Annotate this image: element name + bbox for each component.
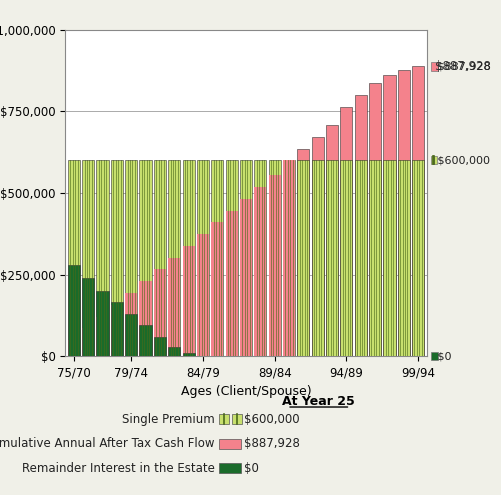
Bar bbox=[354, 160, 366, 356]
Text: $0: $0 bbox=[244, 462, 259, 475]
Bar bbox=[125, 314, 137, 356]
Bar bbox=[82, 160, 94, 356]
FancyBboxPatch shape bbox=[430, 62, 437, 71]
Bar bbox=[297, 148, 309, 356]
Text: Cumulative Annual After Tax Cash Flow: Cumulative Annual After Tax Cash Flow bbox=[0, 437, 214, 450]
Bar bbox=[196, 234, 208, 356]
Bar bbox=[153, 337, 166, 356]
FancyBboxPatch shape bbox=[219, 463, 240, 473]
Bar bbox=[211, 222, 223, 356]
X-axis label: Ages (Client/Spouse): Ages (Client/Spouse) bbox=[180, 385, 311, 397]
Bar bbox=[239, 199, 252, 356]
Bar bbox=[354, 95, 366, 356]
Bar bbox=[397, 70, 409, 356]
Bar bbox=[82, 278, 94, 356]
Bar bbox=[111, 160, 123, 356]
Bar bbox=[254, 160, 266, 356]
Bar bbox=[139, 325, 151, 356]
Bar bbox=[111, 302, 123, 356]
Bar bbox=[125, 160, 137, 356]
Bar bbox=[68, 265, 80, 356]
Bar bbox=[383, 75, 395, 356]
Bar bbox=[411, 160, 423, 356]
Text: $887,928: $887,928 bbox=[244, 437, 300, 450]
Bar bbox=[354, 160, 366, 356]
Bar bbox=[139, 281, 151, 356]
Bar bbox=[96, 160, 108, 356]
Text: At Year 25: At Year 25 bbox=[282, 395, 354, 408]
Bar bbox=[297, 160, 309, 356]
Bar bbox=[325, 160, 338, 356]
Bar bbox=[125, 293, 137, 356]
Bar bbox=[139, 160, 151, 356]
FancyBboxPatch shape bbox=[219, 439, 240, 448]
Bar bbox=[182, 160, 194, 356]
Text: $887,928: $887,928 bbox=[433, 61, 489, 71]
Bar bbox=[397, 160, 409, 356]
Bar bbox=[225, 160, 237, 356]
Text: $887,928: $887,928 bbox=[434, 60, 490, 73]
Bar bbox=[340, 160, 352, 356]
Text: $0: $0 bbox=[433, 351, 450, 361]
Bar bbox=[368, 160, 380, 356]
Bar bbox=[383, 160, 395, 356]
Bar bbox=[68, 160, 80, 356]
Bar bbox=[325, 125, 338, 356]
Bar bbox=[268, 160, 280, 356]
Bar bbox=[196, 160, 208, 356]
FancyBboxPatch shape bbox=[430, 352, 437, 360]
Bar bbox=[311, 137, 323, 356]
Bar bbox=[397, 160, 409, 356]
FancyBboxPatch shape bbox=[430, 156, 433, 164]
Bar bbox=[153, 269, 166, 356]
Bar bbox=[297, 160, 309, 356]
Bar bbox=[325, 160, 338, 356]
Text: Single Premium: Single Premium bbox=[122, 413, 214, 426]
Bar bbox=[283, 160, 295, 356]
Text: $600,000: $600,000 bbox=[433, 155, 489, 165]
Bar bbox=[182, 246, 194, 356]
Bar bbox=[168, 258, 180, 356]
Bar bbox=[368, 160, 380, 356]
Bar bbox=[311, 160, 323, 356]
Bar bbox=[96, 316, 108, 356]
FancyBboxPatch shape bbox=[231, 414, 241, 424]
Bar bbox=[168, 160, 180, 356]
Bar bbox=[383, 160, 395, 356]
Bar bbox=[368, 83, 380, 356]
Bar bbox=[82, 328, 94, 356]
Text: Remainder Interest in the Estate: Remainder Interest in the Estate bbox=[22, 462, 214, 475]
Bar bbox=[239, 160, 252, 356]
Bar bbox=[153, 160, 166, 356]
Bar bbox=[254, 187, 266, 356]
Bar bbox=[68, 340, 80, 356]
Bar bbox=[168, 346, 180, 356]
Bar bbox=[211, 160, 223, 356]
Text: $600,000: $600,000 bbox=[244, 413, 299, 426]
FancyBboxPatch shape bbox=[433, 156, 436, 164]
Bar bbox=[182, 353, 194, 356]
FancyBboxPatch shape bbox=[219, 414, 229, 424]
Bar bbox=[340, 107, 352, 356]
Bar bbox=[283, 160, 295, 356]
Bar bbox=[96, 291, 108, 356]
Bar bbox=[111, 305, 123, 356]
Bar bbox=[311, 160, 323, 356]
Bar bbox=[411, 160, 423, 356]
Bar bbox=[340, 160, 352, 356]
Bar bbox=[411, 66, 423, 356]
Bar bbox=[268, 175, 280, 356]
Bar bbox=[225, 211, 237, 356]
